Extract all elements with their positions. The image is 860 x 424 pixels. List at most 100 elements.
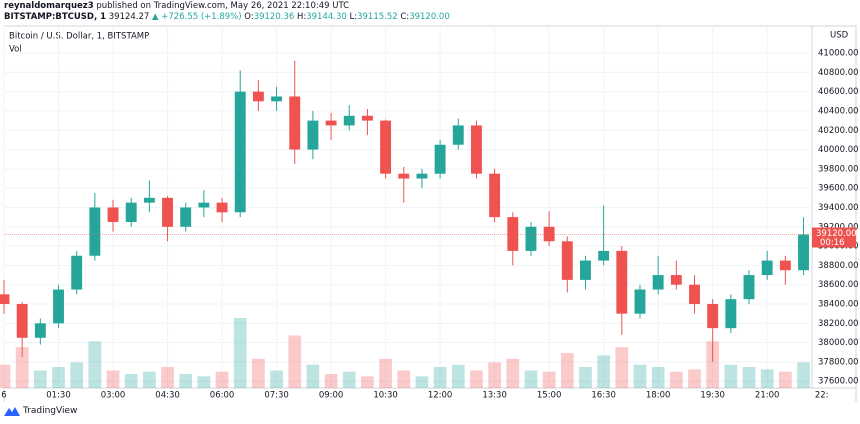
candle-body xyxy=(398,173,410,179)
volume-bar xyxy=(724,364,738,388)
volume-bar xyxy=(124,374,138,388)
y-tick-label: 40600.00 xyxy=(818,87,859,97)
volume-bar xyxy=(342,371,356,388)
x-tick-label: 10:30 xyxy=(373,391,398,401)
candle-body xyxy=(507,217,519,251)
volume-bar xyxy=(143,371,156,388)
y-tick-label: 37800.00 xyxy=(818,357,859,367)
candle-body xyxy=(380,120,392,174)
candle-body xyxy=(343,115,355,126)
x-tick-label: 12:00 xyxy=(428,391,453,401)
last-price-label: 39120.00 xyxy=(816,229,857,239)
volume-bar xyxy=(324,374,338,388)
y-tick-label: 40000.00 xyxy=(818,145,859,155)
candle-body xyxy=(798,234,809,271)
candle-body xyxy=(125,202,137,222)
candle-body xyxy=(89,207,101,256)
volume-bar xyxy=(506,358,520,388)
change: ▲ +726.55 (+1.89%) xyxy=(152,12,242,22)
volume-bar xyxy=(797,362,810,388)
candle-body xyxy=(416,173,428,179)
quote-line: BITSTAMP:BTCUSD, 1 39124.27 ▲ +726.55 (+… xyxy=(4,12,450,23)
x-tick-label: 6 xyxy=(1,391,6,401)
volume-bar xyxy=(488,362,501,388)
chart-title: Bitcoin / U.S. Dollar, 1, BITSTAMP xyxy=(9,32,149,42)
volume-bar xyxy=(33,370,47,388)
volume-bar xyxy=(415,376,429,388)
volume-bar xyxy=(778,371,792,388)
candle-body xyxy=(634,289,646,314)
volume-bar xyxy=(252,358,265,388)
volume-bar xyxy=(179,374,193,388)
last-price-box xyxy=(812,227,856,248)
x-tick-label: 09:00 xyxy=(319,391,344,401)
ohlc-h-val: 39144.30 xyxy=(306,12,347,22)
y-tick-label: 40800.00 xyxy=(818,68,859,78)
candle-body xyxy=(252,91,264,102)
volume-bar xyxy=(542,371,556,388)
volume-bar xyxy=(288,335,302,388)
candle-body xyxy=(234,91,246,213)
y-tick-label: 39800.00 xyxy=(818,164,859,174)
volume-bar xyxy=(651,367,665,388)
candle-body xyxy=(652,275,664,290)
x-tick-label: 19:30 xyxy=(700,391,725,401)
last: 39124.27 xyxy=(108,12,150,22)
volume-bar xyxy=(760,369,774,388)
ohlc-c: C: xyxy=(400,12,410,22)
y-tick-label: 38200.00 xyxy=(818,319,859,329)
published: published on TradingView.com, May 26, 20… xyxy=(96,1,350,11)
candle-body xyxy=(543,226,555,242)
candle-body xyxy=(616,250,628,314)
volume-bar xyxy=(52,367,65,388)
candle-body xyxy=(307,120,319,150)
volume-bar xyxy=(742,367,756,388)
candle-body xyxy=(180,207,192,227)
brand: TradingView xyxy=(23,406,78,416)
candle-body xyxy=(325,120,337,126)
candle-body xyxy=(216,202,228,213)
x-tick-label: 18:00 xyxy=(646,391,671,401)
volume-bar xyxy=(470,370,483,388)
candle-body xyxy=(71,255,83,290)
ohlc-l-val: 39115.52 xyxy=(357,12,398,22)
candle-body xyxy=(434,144,446,174)
candle-body xyxy=(761,260,773,276)
y-tick-label: 41000.00 xyxy=(818,49,859,59)
candle-body xyxy=(743,275,755,300)
volume-bar xyxy=(270,370,283,388)
candle-body xyxy=(361,115,373,121)
volume-bar xyxy=(633,364,647,388)
volume-bar xyxy=(233,318,247,388)
candle-body xyxy=(689,284,700,305)
symbol: BITSTAMP:BTCUSD, 1 xyxy=(4,12,107,22)
y-tick-label: 38800.00 xyxy=(818,261,859,271)
volume-bar xyxy=(524,370,538,388)
candle-body xyxy=(198,202,210,208)
volume-bar xyxy=(215,371,229,388)
y-tick-label: 37600.00 xyxy=(818,377,859,387)
volume-bar xyxy=(597,355,610,388)
candle-body xyxy=(162,197,173,227)
chart: Bitcoin / U.S. Dollar, 1, BITSTAMP Vol U… xyxy=(0,25,859,402)
candle-body xyxy=(489,173,501,218)
candle-body xyxy=(525,226,537,251)
y-unit: USD xyxy=(830,31,849,41)
candle-body xyxy=(779,260,791,271)
y-tick-label: 40400.00 xyxy=(818,106,859,116)
volume-bar xyxy=(15,347,29,388)
x-tick-label: 04:30 xyxy=(155,391,180,401)
volume-bar xyxy=(0,364,11,388)
y-tick-label: 38000.00 xyxy=(818,338,859,348)
candle-body xyxy=(0,294,10,305)
candle-body xyxy=(470,125,482,174)
candle-body xyxy=(107,207,119,222)
candle-body xyxy=(271,96,283,102)
candle-body xyxy=(16,304,28,338)
candle-body xyxy=(725,299,737,329)
x-tick-label: 15:00 xyxy=(537,391,562,401)
volume-bar xyxy=(688,369,701,388)
volume-bar xyxy=(397,370,411,388)
y-tick-label: 38400.00 xyxy=(818,300,859,310)
volume-bar xyxy=(161,367,174,388)
